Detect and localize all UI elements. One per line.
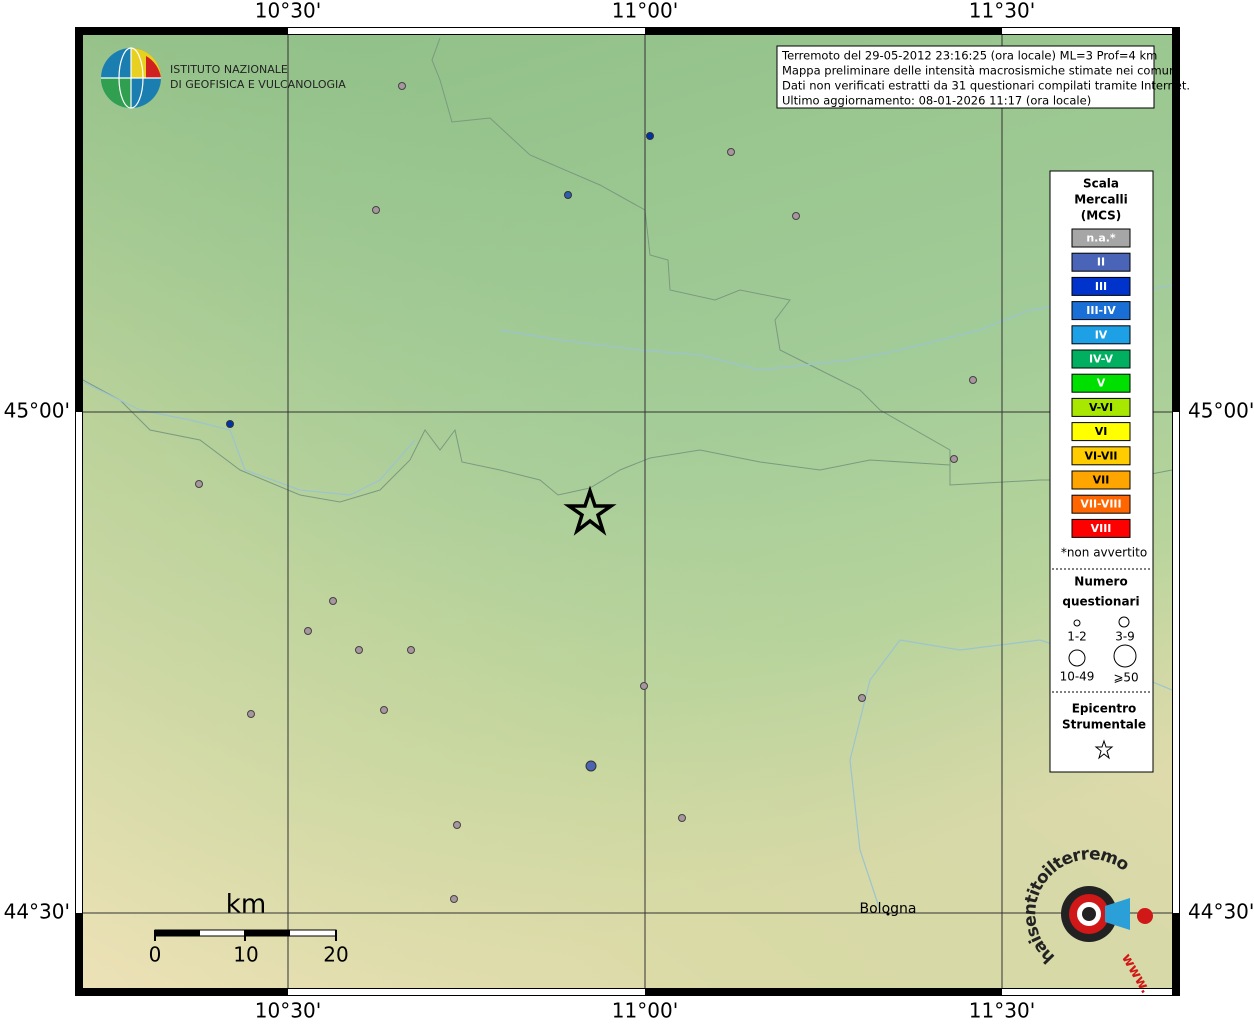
scale-label: 0 bbox=[149, 943, 162, 967]
legend-label: III-IV bbox=[1086, 304, 1116, 317]
legend-swatch bbox=[1071, 301, 1131, 321]
legend-swatch bbox=[1071, 518, 1131, 538]
legend-swatch bbox=[1071, 373, 1131, 393]
legend-title: Mercalli bbox=[1074, 193, 1128, 207]
place-label: Bologna bbox=[860, 901, 917, 917]
info-line: Terremoto del 29-05-2012 23:16:25 (ora l… bbox=[781, 49, 1157, 63]
scale-label: 20 bbox=[323, 943, 348, 967]
legend-label: VI-VII bbox=[1084, 449, 1117, 462]
legend-title: Epicentro bbox=[1072, 702, 1137, 716]
legend-label: VII-VIII bbox=[1080, 498, 1121, 511]
frame-ticks bbox=[76, 28, 1179, 995]
legend-swatch bbox=[1071, 325, 1131, 345]
legend-label: VII bbox=[1093, 474, 1110, 487]
legend-swatch bbox=[1071, 252, 1131, 272]
legend-label: VI bbox=[1095, 425, 1108, 438]
size-label: 3-9 bbox=[1115, 630, 1135, 644]
legend-title: (MCS) bbox=[1081, 209, 1122, 223]
legend-label: V-VI bbox=[1089, 401, 1113, 414]
legend-swatch bbox=[1071, 446, 1131, 466]
lon-label: 11°00' bbox=[612, 0, 678, 23]
lon-label: 11°00' bbox=[612, 999, 678, 1023]
legend-label: IV-V bbox=[1089, 353, 1114, 366]
legend-swatch bbox=[1071, 422, 1131, 442]
lon-label: 10°30' bbox=[255, 999, 321, 1023]
legend-swatch bbox=[1071, 349, 1131, 369]
lat-label: 45°00' bbox=[1188, 399, 1254, 423]
logo-text: ISTITUTO NAZIONALE bbox=[170, 63, 288, 76]
legend-swatch bbox=[1071, 470, 1131, 490]
scale-bar: km 0 10 20 bbox=[149, 890, 349, 967]
legend-swatch bbox=[1071, 397, 1131, 417]
legend-title: Strumentale bbox=[1062, 718, 1146, 732]
borders bbox=[82, 37, 1173, 503]
legend-swatch bbox=[1071, 228, 1131, 248]
legend-label: IV bbox=[1095, 328, 1108, 341]
info-line: Mappa preliminare delle intensità macros… bbox=[782, 64, 1179, 78]
epicenter bbox=[563, 485, 617, 536]
legend-label: VIII bbox=[1091, 522, 1112, 535]
observations bbox=[195, 82, 977, 903]
legend-swatch bbox=[1071, 494, 1131, 514]
scale-label: 10 bbox=[233, 943, 258, 967]
lon-label: 11°30' bbox=[969, 0, 1035, 23]
lat-label: 45°00' bbox=[4, 399, 70, 423]
legend-label: III bbox=[1095, 280, 1107, 293]
info-box: Terremoto del 29-05-2012 23:16:25 (ora l… bbox=[776, 45, 1190, 109]
top-labels: 10°30' 11°00' 11°30' 10°30' 11°00' 11°30… bbox=[4, 0, 1254, 1023]
lon-label: 11°30' bbox=[969, 999, 1035, 1023]
legend-note: *non avvertito bbox=[1061, 546, 1147, 560]
graticule bbox=[83, 35, 1172, 988]
legend-title: Numero bbox=[1074, 575, 1127, 589]
legend: Scala Mercalli (MCS) *non avvertito Nume… bbox=[1049, 170, 1154, 773]
lat-label: 44°30' bbox=[4, 900, 70, 924]
logo-text: DI GEOFISICA E VULCANOLOGIA bbox=[170, 78, 346, 91]
hills bbox=[83, 35, 1172, 988]
legend-label: n.a.* bbox=[1086, 232, 1116, 245]
info-line: Ultimo aggiornamento: 08-01-2026 11:17 (… bbox=[782, 94, 1091, 108]
size-label: ⩾50 bbox=[1113, 671, 1138, 685]
legend-title: questionari bbox=[1062, 595, 1139, 609]
info-line: Dati non verificati estratti da 31 quest… bbox=[782, 79, 1190, 93]
ingv-logo: ISTITUTO NAZIONALE DI GEOFISICA E VULCAN… bbox=[101, 47, 346, 109]
lon-label: 10°30' bbox=[255, 0, 321, 23]
legend-label: V bbox=[1097, 377, 1106, 390]
legend-swatch bbox=[1071, 276, 1131, 296]
size-label: 10-49 bbox=[1060, 670, 1095, 684]
legend-title: Scala bbox=[1083, 177, 1119, 191]
scale-unit: km bbox=[226, 890, 266, 920]
lat-label: 44°30' bbox=[1188, 900, 1254, 924]
legend-label: II bbox=[1097, 256, 1105, 269]
size-label: 1-2 bbox=[1067, 630, 1087, 644]
